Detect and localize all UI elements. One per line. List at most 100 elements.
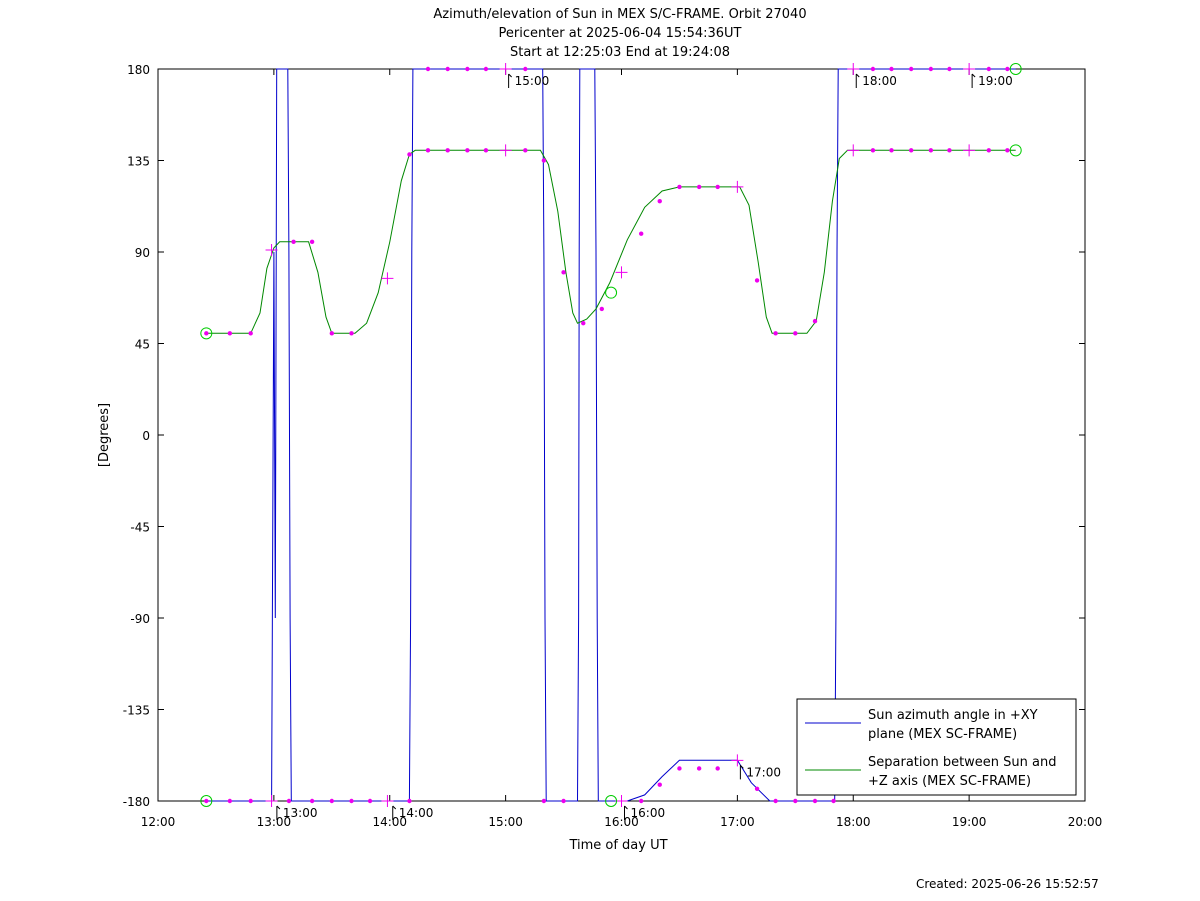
hour-annotation: 19:00 (971, 73, 1013, 88)
x-tick-label: 20:00 (1068, 815, 1103, 829)
data-point (407, 798, 412, 804)
hour-annotation: 16:00 (624, 805, 666, 820)
hour-annotation: 13:00 (276, 805, 318, 820)
x-tick-label: 19:00 (952, 815, 987, 829)
data-point (425, 148, 431, 153)
hour-annotation-label: 19:00 (978, 74, 1013, 88)
hour-cross (381, 795, 394, 807)
hour-annotation: 14:00 (392, 805, 434, 820)
data-point (349, 798, 354, 804)
event-circle (1009, 63, 1022, 75)
data-point (204, 798, 209, 804)
y-tick-label: -45 (130, 521, 150, 535)
plot-area: 13:00 14:00 15:00 16:00 17:00 18:00 19:00 (200, 63, 1022, 820)
data-point (599, 306, 605, 312)
data-point (309, 798, 315, 804)
data-point (696, 184, 702, 190)
data-point (541, 798, 547, 804)
data-point (928, 66, 934, 72)
hour-cross (499, 144, 512, 157)
hour-cross (499, 63, 512, 75)
hour-cross (731, 180, 744, 193)
hour-annotation-label: 16:00 (631, 806, 666, 820)
data-point (947, 66, 952, 72)
data-point (908, 66, 914, 72)
data-point (465, 148, 470, 153)
hour-annotation-label: 17:00 (746, 765, 781, 779)
data-point (812, 798, 818, 804)
data-point (248, 798, 253, 804)
event-circle (605, 795, 618, 807)
x-tick-label: 12:00 (141, 815, 176, 829)
legend-label: Sun azimuth angle in +XY (868, 708, 1038, 723)
data-point (309, 239, 315, 245)
series-line (206, 68, 1016, 802)
y-tick-label: 0 (142, 429, 150, 443)
hour-cross (963, 63, 976, 75)
event-circle (200, 795, 213, 807)
data-point (657, 782, 662, 787)
data-point (425, 66, 431, 72)
hour-annotation-label: 13:00 (283, 806, 318, 820)
legend-label: +Z axis (MEX SC-FRAME) (868, 774, 1031, 789)
chart-title: Azimuth/elevation of Sun in MEX S/C-FRAM… (433, 7, 806, 60)
data-point (870, 66, 876, 72)
data-point (523, 66, 528, 72)
hour-cross (731, 754, 744, 767)
data-point (541, 158, 547, 163)
data-point (986, 148, 992, 153)
data-point (227, 798, 233, 804)
x-tick-label: 18:00 (836, 815, 871, 829)
data-point (889, 66, 894, 72)
data-point (1005, 66, 1010, 72)
data-point (445, 66, 450, 72)
y-tick-label: -90 (130, 612, 150, 626)
data-point (407, 152, 412, 157)
data-point (870, 148, 876, 153)
data-point (986, 66, 992, 72)
data-point (773, 331, 778, 336)
y-tick-label: 180 (127, 63, 150, 77)
hour-annotation-label: 18:00 (862, 74, 897, 88)
x-tick-label: 15:00 (488, 815, 523, 829)
y-axis-label: [Degrees] (97, 403, 112, 467)
data-point (657, 198, 662, 204)
data-point (483, 66, 489, 72)
data-point (561, 270, 566, 275)
hour-annotation-mark (855, 73, 860, 88)
created-timestamp: Created: 2025-06-26 15:52:57 (916, 877, 1099, 891)
event-circle (1009, 144, 1022, 157)
hour-cross (615, 266, 628, 279)
chart-title-line: Azimuth/elevation of Sun in MEX S/C-FRAM… (433, 7, 806, 22)
data-point (677, 766, 682, 771)
y-tick-label: 90 (135, 246, 150, 260)
data-point (908, 148, 914, 153)
event-circle (605, 286, 618, 299)
x-tick-label: 17:00 (720, 815, 755, 829)
data-point (523, 148, 528, 153)
data-point (638, 798, 644, 804)
hour-annotation: 18:00 (855, 73, 897, 88)
data-point (696, 766, 702, 771)
data-point (928, 148, 934, 153)
data-point (329, 798, 335, 804)
hour-annotation-label: 15:00 (515, 74, 550, 88)
legend-label: Separation between Sun and (868, 755, 1056, 770)
data-point (831, 798, 836, 804)
data-point (286, 798, 292, 804)
hour-cross (615, 795, 628, 807)
y-tick-label: -135 (123, 704, 150, 718)
hour-annotation-label: 14:00 (399, 806, 434, 820)
data-point (465, 66, 470, 72)
chart-title-line: Pericenter at 2025-06-04 15:54:36UT (498, 26, 741, 41)
hour-cross (381, 272, 394, 285)
x-axis-label: Time of day UT (568, 838, 667, 853)
data-point (291, 239, 296, 245)
y-tick-label: 135 (127, 155, 150, 169)
data-point (677, 184, 682, 190)
x-tick-label: 14:00 (372, 815, 407, 829)
data-point (367, 798, 373, 804)
data-point (483, 148, 489, 153)
hour-annotation-mark (739, 764, 744, 780)
